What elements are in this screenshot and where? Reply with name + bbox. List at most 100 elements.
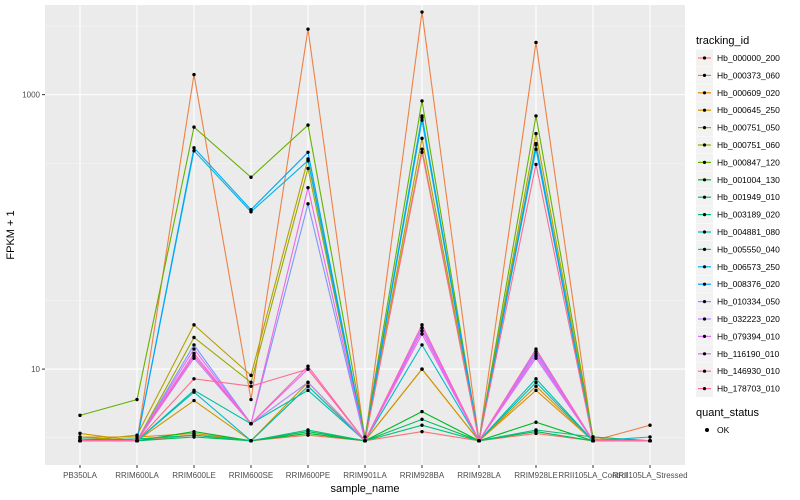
data-point <box>420 429 424 434</box>
data-point <box>78 439 82 443</box>
legend-point <box>702 282 707 286</box>
legend-label: Hb_116190_010 <box>717 349 780 359</box>
legend-point <box>702 213 707 217</box>
x-tick-label: RRIM928LE <box>514 471 558 480</box>
data-point <box>78 431 82 436</box>
data-point <box>306 166 310 171</box>
data-point <box>192 354 196 358</box>
x-tick-label: RRIM600PE <box>286 471 330 480</box>
legend-label: Hb_000847_120 <box>717 157 780 167</box>
data-point <box>420 423 424 427</box>
data-point <box>534 114 538 118</box>
legend-point <box>702 334 707 338</box>
legend-point <box>702 265 707 269</box>
x-tick-label: RRIM600LA <box>115 471 159 480</box>
legend-point <box>702 108 707 112</box>
data-point <box>534 388 538 393</box>
data-point <box>420 147 424 151</box>
data-point <box>420 332 424 336</box>
y-tick-label: 10 <box>31 365 40 374</box>
legend-point <box>702 178 707 182</box>
data-point <box>420 150 424 155</box>
data-point <box>192 125 196 129</box>
legend-label: Hb_006573_250 <box>717 262 780 272</box>
data-point <box>534 384 538 388</box>
legend-label: Hb_010334_050 <box>717 297 780 307</box>
data-point <box>135 439 139 443</box>
legend-point <box>702 247 707 251</box>
x-tick-label: RRIM928LA <box>457 471 501 480</box>
legend-label: Hb_146930_010 <box>717 366 780 376</box>
data-point <box>249 439 253 443</box>
data-point <box>420 118 424 123</box>
legend-point <box>702 126 707 130</box>
legend-title: tracking_id <box>696 35 749 47</box>
x-axis-title: sample_name <box>330 483 399 495</box>
legend-label: Hb_000373_060 <box>717 70 780 80</box>
data-point <box>306 364 310 368</box>
legend-label: Hb_005550_040 <box>717 244 780 254</box>
data-point <box>420 136 424 141</box>
data-point <box>192 343 196 347</box>
legend-point <box>702 73 707 77</box>
data-point <box>420 409 424 414</box>
data-point <box>306 388 310 393</box>
data-point <box>648 423 652 427</box>
x-tick-label: RRIM600LE <box>172 471 216 480</box>
x-tick-label: RRII105LA_Control <box>558 471 628 480</box>
legend-label: Hb_000645_250 <box>717 105 780 115</box>
data-point <box>192 323 196 327</box>
data-point <box>363 439 367 443</box>
data-point <box>192 429 196 434</box>
data-point <box>534 143 538 147</box>
data-point <box>192 433 196 437</box>
y-axis-title: FPKM + 1 <box>5 210 17 259</box>
data-point <box>192 377 196 381</box>
legend: tracking_id quant_status OK Hb_000000_20… <box>696 35 780 435</box>
legend-point <box>702 369 707 373</box>
data-point <box>306 27 310 31</box>
data-point <box>534 347 538 351</box>
data-point <box>192 347 196 351</box>
data-point <box>192 146 196 150</box>
data-point <box>192 72 196 77</box>
data-point <box>534 377 538 381</box>
data-point <box>534 40 538 45</box>
legend-label: Hb_178703_010 <box>717 384 780 394</box>
data-point <box>306 428 310 432</box>
data-point <box>306 202 310 206</box>
data-point <box>249 421 253 426</box>
data-point <box>534 351 538 356</box>
data-point <box>249 373 253 378</box>
legend-label: Hb_000751_060 <box>717 140 780 150</box>
x-tick-label: RRIM600SE <box>229 471 273 480</box>
legend-label: Hb_000000_200 <box>717 53 780 63</box>
data-point <box>306 380 310 385</box>
data-point <box>477 439 481 443</box>
data-point <box>192 351 196 356</box>
data-point <box>420 10 424 14</box>
legend-label: Hb_001004_130 <box>717 175 780 185</box>
data-point <box>420 367 424 371</box>
data-point <box>363 435 367 439</box>
data-point <box>534 428 538 432</box>
x-tick-label: RRIM928BA <box>400 471 445 480</box>
data-point <box>534 131 538 136</box>
legend-point <box>702 387 707 391</box>
data-point <box>648 439 652 443</box>
data-point <box>249 208 253 212</box>
data-point <box>420 417 424 422</box>
data-point <box>249 175 253 179</box>
legend-label: Hb_079394_010 <box>717 331 780 341</box>
status-legend-label: OK <box>717 425 730 435</box>
legend-point <box>702 317 707 321</box>
legend-point <box>702 160 707 164</box>
data-point <box>648 435 652 439</box>
data-point <box>534 380 538 385</box>
data-point <box>591 435 595 439</box>
data-point <box>192 390 196 394</box>
legend-label: Hb_000751_050 <box>717 123 780 133</box>
data-point <box>306 367 310 371</box>
data-point <box>192 356 196 360</box>
